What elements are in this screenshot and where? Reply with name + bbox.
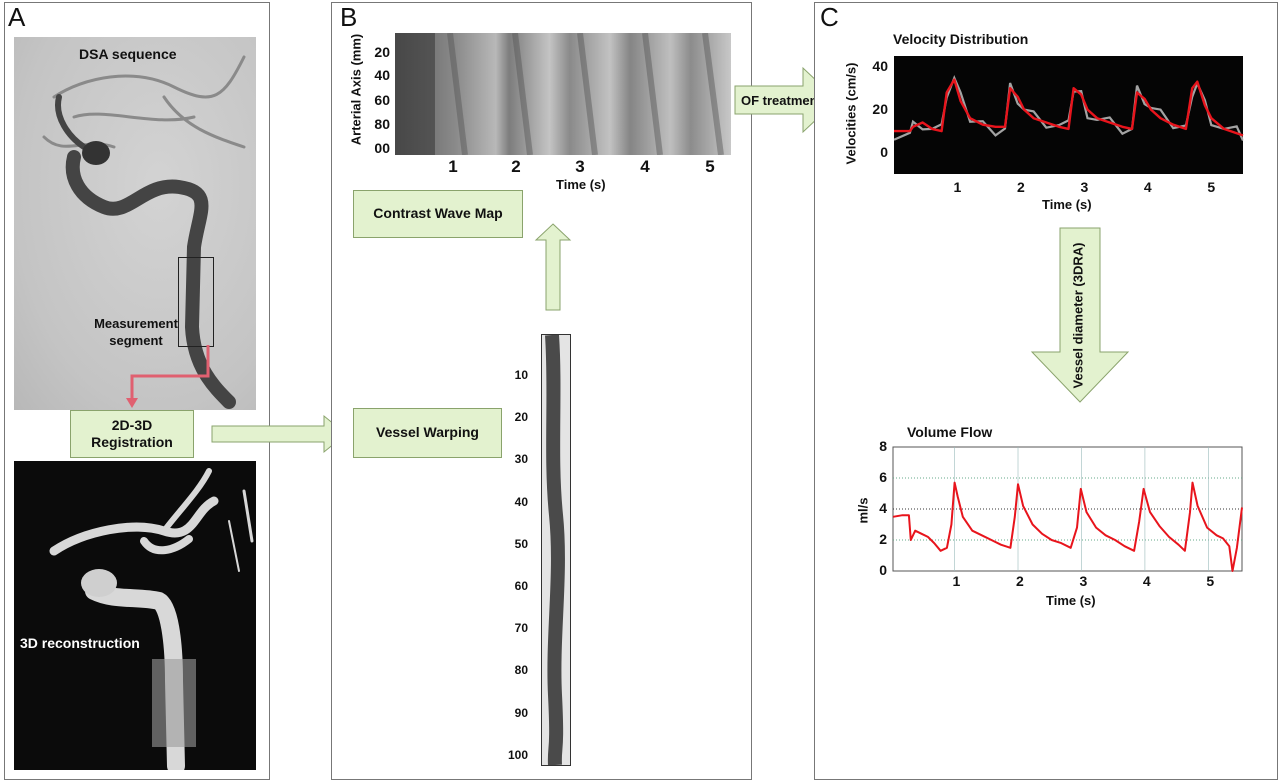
vessel-warping-box: Vessel Warping [353,408,502,458]
reconstruction-image [14,461,256,770]
measurement-segment-label: Measurement segment [94,316,178,348]
strip-tick-label: 30 [514,452,528,467]
volume-ytick: 2 [879,531,887,547]
registration-box: 2D-3D Registration [70,410,194,458]
wave-map-image [395,33,731,155]
volume-xtick: 2 [1016,573,1024,589]
wave-map-ytick: 80 [374,116,390,132]
contrast-wave-map-box: Contrast Wave Map [353,190,523,238]
dsa-image [14,37,256,410]
volume-ytick: 0 [879,562,887,578]
strip-tick-label: 80 [514,663,528,678]
wave-map-xtick: 4 [640,157,650,176]
wave-map-xtick: 5 [705,157,715,176]
vessel-strip-image [541,334,571,766]
vessel-diameter-label: Vessel diameter (3DRA) [1070,242,1086,389]
measurement-segment-box [178,257,214,347]
velocity-chart-ylabel: Velocities (cm/s) [843,62,859,165]
series-line [892,481,1243,572]
of-treatment-label: OF treatment [741,93,822,108]
velocity-ytick: 0 [880,143,888,160]
down-arrow [1030,227,1130,403]
volume-chart [892,446,1243,572]
velocity-ytick: 40 [872,57,888,74]
volume-xtick: 3 [1079,573,1088,589]
velocity-xtick: 3 [1080,179,1089,195]
wave-map-ytick: 20 [374,44,390,60]
strip-tick-label: 10 [514,368,528,382]
wave-map-xtick: 1 [448,157,458,176]
velocity-ytick: 20 [872,100,888,117]
wave-map-xtick: 2 [511,157,521,176]
strip-tick-label: 50 [514,536,528,551]
wave-map-ytick: 60 [374,92,390,108]
reconstruction-label: 3D reconstruction [20,635,140,651]
panel-b-letter: B [340,2,358,32]
strip-tick-label: 20 [514,410,528,425]
strip-tick-label: 60 [514,579,528,593]
wave-map-ytick: 00 [374,140,390,156]
volume-xtick: 4 [1142,573,1151,589]
volume-ytick: 4 [879,500,887,516]
velocity-chart-xlabel: Time (s) [1042,197,1092,212]
volume-chart-title: Volume Flow [907,424,993,440]
strip-tick-label: 40 [514,494,528,509]
panel-c-letter: C [820,2,839,32]
volume-xtick: 5 [1206,573,1215,589]
velocity-xtick: 2 [1017,179,1025,195]
volume-ytick: 8 [879,438,887,454]
volume-chart-xlabel: Time (s) [1046,593,1096,608]
panel-a-letter: A [8,2,26,32]
volume-ytick: 6 [879,469,887,485]
wave-map-xlabel: Time (s) [556,177,606,192]
up-arrow [534,223,572,311]
strip-tick-label: 90 [514,705,528,720]
volume-xtick: 1 [952,573,961,589]
series-line [894,78,1244,137]
velocity-chart [893,56,1245,174]
velocity-xtick: 1 [953,179,962,195]
strip-tick-label: 100 [507,747,528,762]
velocity-xtick: 4 [1143,179,1152,195]
strip-tick-label: 70 [514,621,528,636]
dsa-sequence-title: DSA sequence [79,46,177,62]
wave-map-xtick: 3 [575,157,585,176]
velocity-chart-title: Velocity Distribution [893,31,1029,47]
wave-map-ytick: 40 [374,67,390,83]
velocity-xtick: 5 [1207,179,1216,195]
